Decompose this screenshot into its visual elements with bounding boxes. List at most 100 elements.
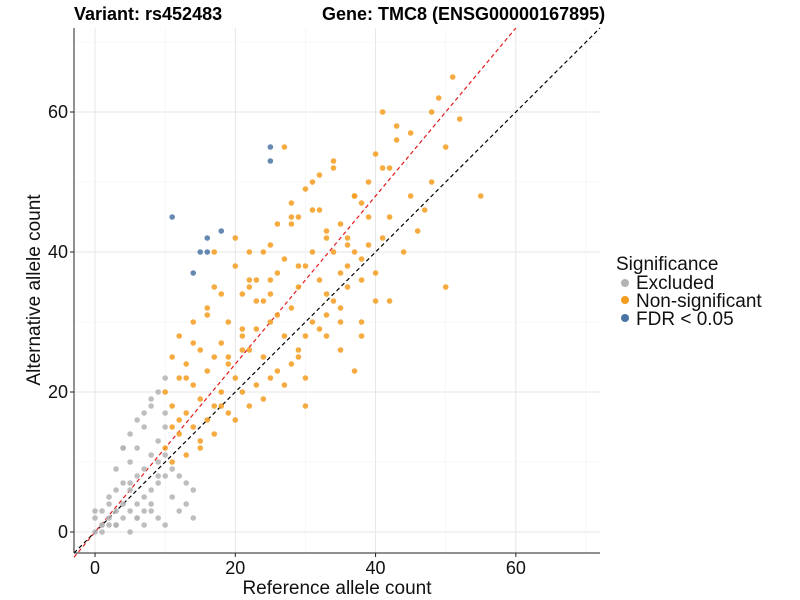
point-excluded: [141, 522, 147, 528]
point-non-significant: [323, 312, 330, 318]
point-non-significant: [295, 347, 302, 353]
point-non-significant: [260, 354, 267, 360]
point-excluded: [155, 480, 161, 486]
point-excluded: [120, 445, 126, 451]
point-non-significant: [267, 277, 274, 283]
title-gene: Gene: TMC8 (ENSG00000167895): [322, 4, 605, 24]
point-non-significant: [176, 375, 182, 381]
point-excluded: [169, 494, 175, 500]
point-non-significant: [302, 263, 309, 269]
point-non-significant: [190, 382, 197, 388]
point-non-significant: [316, 207, 323, 213]
point-non-significant: [274, 270, 281, 276]
point-non-significant: [218, 340, 225, 346]
point-non-significant: [386, 298, 393, 304]
point-non-significant: [393, 123, 400, 129]
point-non-significant: [393, 137, 400, 143]
point-non-significant: [358, 200, 365, 206]
point-non-significant: [428, 109, 435, 115]
point-excluded: [162, 375, 168, 381]
point-excluded: [190, 515, 197, 521]
point-non-significant: [295, 354, 302, 360]
point-non-significant: [190, 319, 197, 325]
point-excluded: [134, 473, 140, 479]
point-excluded: [99, 522, 105, 528]
point-non-significant: [239, 389, 246, 395]
point-non-significant: [358, 333, 365, 339]
point-non-significant: [183, 375, 190, 381]
point-non-significant: [197, 438, 204, 444]
point-excluded: [106, 494, 112, 500]
reference-line-fitted: [73, 27, 517, 558]
y-tick-label: 20: [48, 382, 68, 402]
point-fdr-0-05: [204, 235, 211, 241]
grid-lines: [74, 28, 600, 553]
point-non-significant: [197, 445, 204, 451]
point-non-significant: [204, 312, 211, 318]
point-non-significant: [316, 172, 323, 178]
point-excluded: [155, 389, 161, 395]
point-excluded: [127, 487, 133, 493]
point-excluded: [120, 515, 126, 521]
point-excluded: [148, 452, 154, 458]
point-non-significant: [337, 305, 344, 311]
point-excluded: [134, 515, 140, 521]
data-points: [92, 74, 484, 535]
point-non-significant: [218, 403, 225, 409]
point-non-significant: [351, 193, 358, 199]
point-excluded: [162, 522, 168, 528]
point-fdr-0-05: [218, 228, 225, 234]
point-non-significant: [267, 375, 274, 381]
point-non-significant: [246, 249, 253, 255]
legend-label-non-significant: Non-significant: [636, 291, 762, 312]
point-non-significant: [344, 263, 351, 269]
point-non-significant: [358, 319, 365, 325]
point-excluded: [113, 487, 119, 493]
legend-swatch-excluded: [621, 279, 629, 287]
point-non-significant: [183, 410, 190, 416]
point-non-significant: [253, 326, 260, 332]
point-non-significant: [323, 333, 330, 339]
point-non-significant: [246, 277, 253, 283]
series-non-significant: [162, 74, 484, 465]
point-non-significant: [358, 277, 365, 283]
point-excluded: [113, 508, 119, 514]
point-non-significant: [316, 277, 323, 283]
point-non-significant: [225, 354, 232, 360]
point-non-significant: [344, 242, 351, 248]
point-non-significant: [176, 431, 182, 437]
point-excluded: [92, 529, 98, 535]
point-excluded: [141, 410, 147, 416]
point-non-significant: [232, 235, 239, 241]
point-non-significant: [211, 431, 218, 437]
point-excluded: [169, 466, 175, 472]
point-non-significant: [330, 165, 337, 171]
x-tick-label: 40: [366, 558, 386, 578]
point-non-significant: [372, 270, 379, 276]
reference-line-identity: [73, 27, 601, 554]
point-excluded: [127, 431, 133, 437]
point-excluded: [148, 396, 154, 402]
point-non-significant: [295, 263, 302, 269]
point-non-significant: [407, 130, 414, 136]
point-excluded: [92, 515, 98, 521]
point-non-significant: [365, 179, 372, 185]
point-non-significant: [302, 403, 309, 409]
point-non-significant: [204, 368, 211, 374]
point-fdr-0-05: [267, 144, 274, 150]
x-tick-label: 60: [506, 558, 526, 578]
point-excluded: [141, 466, 147, 472]
point-fdr-0-05: [267, 158, 274, 164]
y-tick-label: 40: [48, 242, 68, 262]
point-non-significant: [330, 298, 337, 304]
point-non-significant: [421, 207, 428, 213]
point-non-significant: [442, 144, 449, 150]
point-non-significant: [176, 333, 182, 339]
point-non-significant: [379, 235, 386, 241]
x-tick-label: 0: [90, 558, 100, 578]
point-non-significant: [274, 312, 281, 318]
point-non-significant: [211, 354, 218, 360]
point-non-significant: [449, 74, 456, 80]
point-excluded: [113, 522, 119, 528]
